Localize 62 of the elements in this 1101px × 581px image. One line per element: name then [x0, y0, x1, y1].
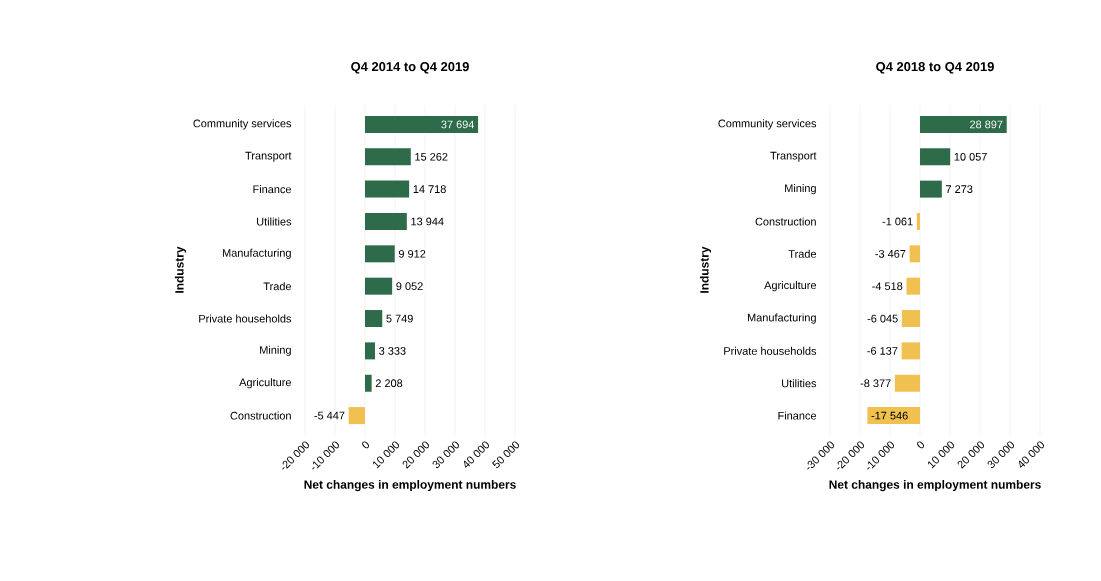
data-label: -6 137	[867, 347, 898, 355]
data-label: 15 262	[415, 152, 448, 161]
x-tick-label: -20 000	[282, 441, 310, 470]
y-tick-label: Community services	[718, 119, 817, 130]
data-label: 2 208	[375, 379, 403, 388]
y-tick-label: Private households	[724, 346, 817, 355]
y-tick-label: Construction	[755, 217, 816, 226]
y-tick-label: Finance	[778, 411, 817, 420]
data-label: 9 052	[396, 282, 423, 291]
data-label: -6 045	[867, 314, 898, 323]
y-axis-title: Industry	[699, 246, 712, 293]
y-tick-label: Manufacturing	[747, 313, 816, 324]
x-tick-label: -10 000	[867, 441, 895, 470]
x-tick-label: 30 000	[987, 441, 1015, 468]
x-tick-label: 0	[362, 441, 370, 449]
data-label: -3 467	[875, 249, 906, 258]
x-axis-title: Net changes in employment numbers	[829, 479, 1041, 492]
chart-title: Q4 2018 to Q4 2019	[876, 61, 994, 74]
y-tick-label: Community services	[193, 119, 292, 130]
data-label: -5 447	[314, 411, 345, 420]
y-axis-title: Industry	[174, 246, 187, 293]
data-label: 37 694	[441, 120, 475, 129]
y-tick-label: Trade	[788, 249, 817, 258]
data-label: 10 057	[954, 152, 987, 161]
y-tick-label: Utilities	[782, 379, 817, 388]
y-tick-label: Utilities	[257, 217, 292, 226]
data-label: 14 718	[413, 185, 446, 193]
y-tick-label: Transport	[245, 151, 292, 162]
y-tick-label: Finance	[253, 185, 292, 194]
data-label: -17 546	[871, 411, 908, 420]
data-label: 28 897	[970, 120, 1003, 129]
x-tick-label: 10 000	[372, 441, 400, 469]
x-tick-label: 20 000	[402, 441, 430, 469]
data-label: 7 273	[946, 185, 973, 193]
x-tick-label: 40 000	[464, 441, 490, 468]
data-label: -4 518	[872, 282, 903, 291]
data-label: 5 749	[386, 314, 413, 323]
x-tick-label: 0	[917, 441, 925, 449]
data-label: -1 061	[882, 217, 913, 226]
y-tick-label: Mining	[260, 345, 291, 356]
x-tick-label: 20 000	[957, 441, 985, 469]
data-label: 3 333	[379, 347, 406, 355]
y-tick-label: Agriculture	[239, 378, 292, 389]
chart-title: Q4 2014 to Q4 2019	[351, 61, 469, 74]
x-tick-label: -20 000	[837, 441, 865, 470]
y-tick-label: Construction	[230, 411, 291, 420]
x-tick-label: 50 000	[492, 441, 520, 468]
data-label: 9 912	[398, 249, 426, 258]
y-tick-label: Mining	[785, 184, 816, 195]
data-label: 13 944	[411, 217, 444, 226]
x-tick-label: 40 000	[1019, 441, 1045, 468]
x-tick-label: -30 000	[807, 441, 835, 470]
x-axis-title: Net changes in employment numbers	[304, 479, 516, 492]
x-tick-label: 10 000	[927, 441, 955, 469]
y-tick-label: Trade	[263, 282, 292, 291]
y-tick-label: Manufacturing	[222, 248, 291, 259]
y-tick-label: Agriculture	[764, 281, 817, 292]
y-tick-label: Transport	[770, 151, 817, 162]
x-tick-label: -10 000	[312, 441, 340, 470]
y-tick-label: Private households	[199, 314, 292, 323]
data-label: -8 377	[860, 379, 891, 388]
x-tick-label: 30 000	[432, 441, 460, 468]
